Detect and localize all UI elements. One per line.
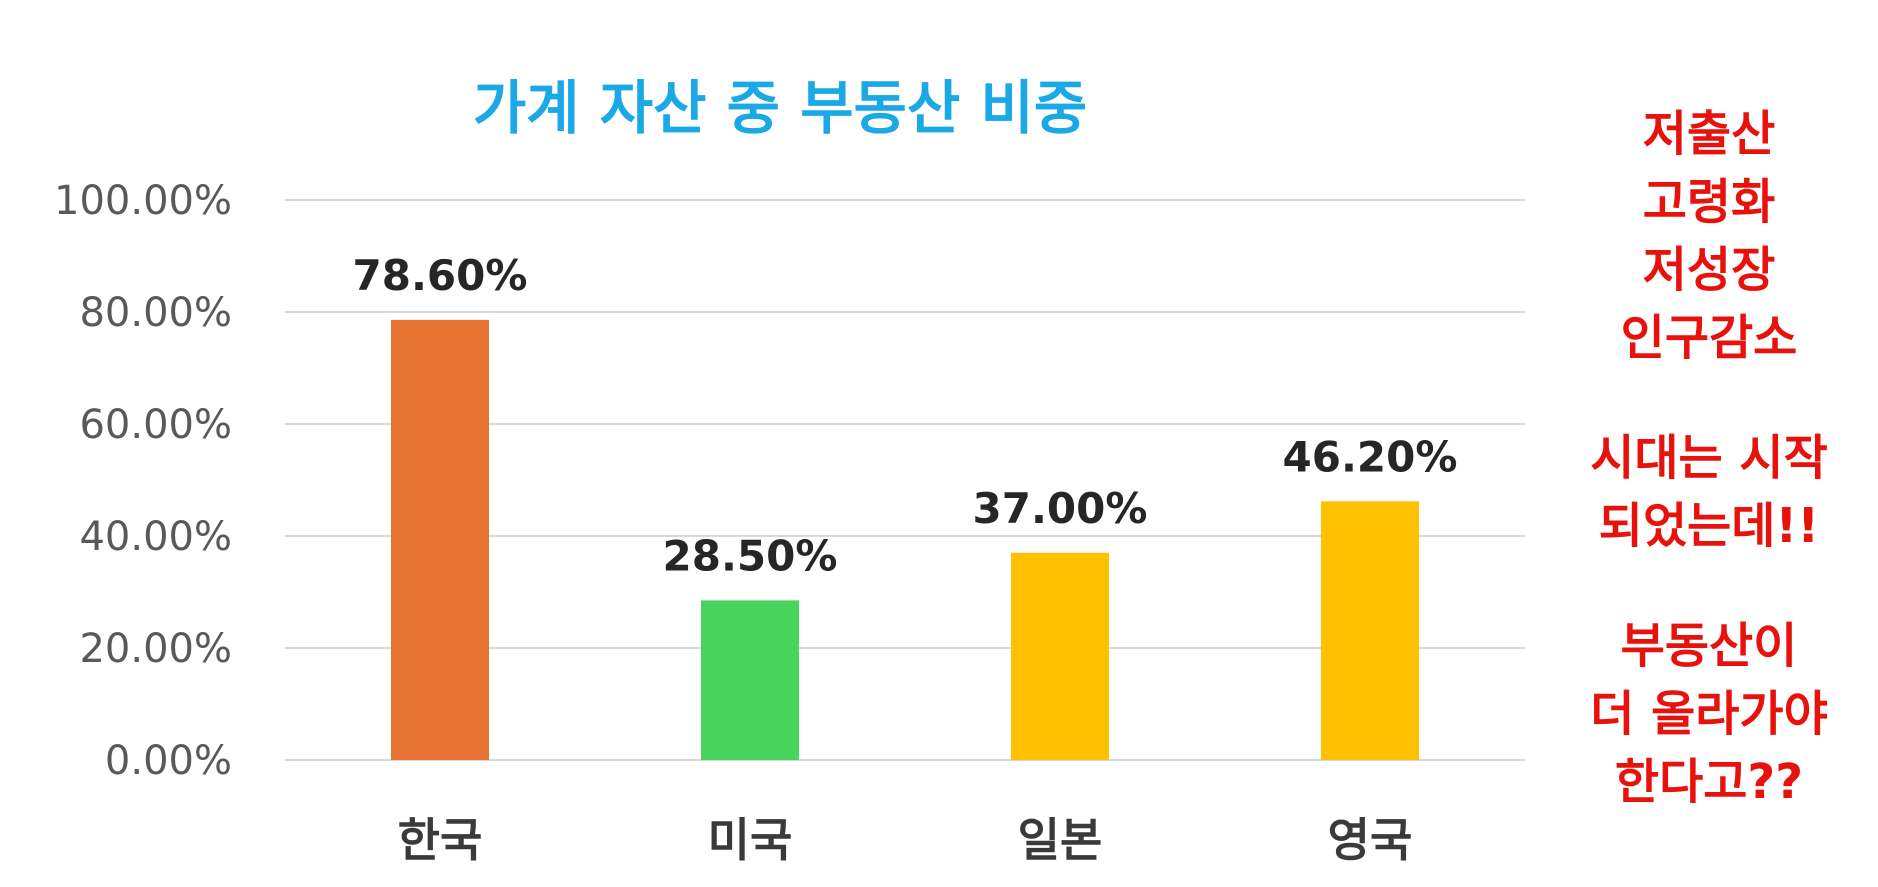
data-label: 46.20% (1283, 432, 1458, 481)
note-line: 부동산이 (1620, 618, 1798, 674)
y-tick-label: 100.00% (54, 178, 232, 224)
note-line: 저출산 (1642, 106, 1776, 162)
x-category-label: 영국 (1328, 813, 1413, 867)
bar (1011, 552, 1109, 760)
x-category-label: 미국 (708, 813, 793, 867)
y-tick-label: 60.00% (79, 402, 232, 448)
note-line: 시대는 시작 (1590, 430, 1828, 486)
note-line: 고령화 (1642, 174, 1776, 230)
chart-title: 가계 자산 중 부동산 비중 (473, 74, 1087, 142)
data-labels: 78.60% 28.50% 37.00% 46.20% (353, 251, 1458, 581)
bar (701, 600, 799, 760)
note-line: 되었는데!! (1598, 498, 1820, 554)
bar (1321, 501, 1419, 760)
gridlines (285, 199, 1525, 761)
x-category-label: 한국 (398, 813, 483, 867)
y-tick-label: 20.00% (79, 626, 232, 672)
y-tick-label: 0.00% (105, 738, 232, 784)
data-label: 78.60% (353, 251, 528, 300)
note-line: 한다고?? (1614, 754, 1804, 810)
y-tick-label: 80.00% (79, 290, 232, 336)
y-axis-tick-labels: 0.00% 20.00% 40.00% 60.00% 80.00% 100.00% (54, 178, 232, 784)
data-label: 37.00% (973, 484, 1148, 533)
note-line: 인구감소 (1620, 310, 1798, 366)
x-category-label: 일본 (1018, 813, 1103, 867)
x-axis-category-labels: 한국 미국 일본 영국 (398, 813, 1413, 867)
note-line: 더 올라가야 (1590, 686, 1828, 742)
y-tick-label: 40.00% (79, 514, 232, 560)
note-gap (1540, 372, 1878, 424)
note-line: 저성장 (1642, 242, 1776, 298)
data-label: 28.50% (663, 531, 838, 580)
note-gap (1540, 560, 1878, 612)
bar (391, 319, 489, 760)
bars (391, 319, 1419, 760)
